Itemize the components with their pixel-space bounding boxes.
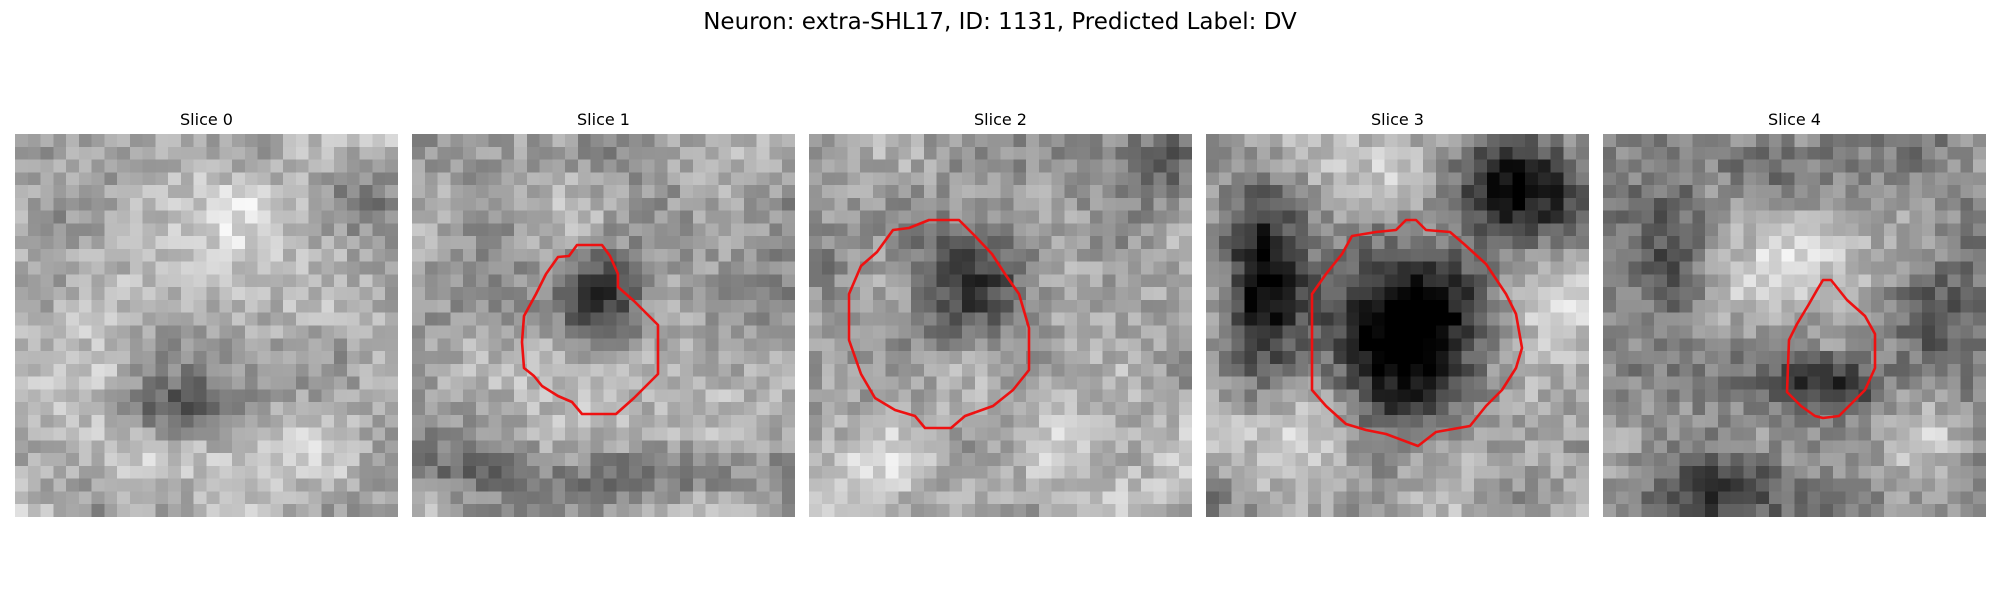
contour-overlay — [520, 243, 660, 416]
grayscale-slice — [1206, 134, 1589, 517]
slice-panel-4: Slice 4 — [1603, 110, 1986, 517]
slice-image — [1603, 134, 1986, 517]
slice-title: Slice 3 — [1371, 110, 1424, 129]
slice-image — [15, 134, 398, 517]
slice-panel-1: Slice 1 — [412, 110, 795, 517]
slice-image — [809, 134, 1192, 517]
red-contour — [1785, 278, 1877, 420]
grayscale-slice — [809, 134, 1192, 517]
slice-title: Slice 1 — [577, 110, 630, 129]
red-contour — [847, 218, 1031, 430]
slice-image — [412, 134, 795, 517]
grayscale-slice — [412, 134, 795, 517]
slice-panel-0: Slice 0 — [15, 110, 398, 517]
red-contour — [1310, 218, 1524, 448]
slice-title: Slice 2 — [974, 110, 1027, 129]
contour-overlay — [1310, 218, 1524, 448]
grayscale-slice — [15, 134, 398, 517]
grayscale-slice — [1603, 134, 1986, 517]
slice-title: Slice 0 — [180, 110, 233, 129]
red-contour — [520, 243, 660, 416]
contour-overlay — [1785, 278, 1877, 420]
slice-image — [1206, 134, 1589, 517]
slice-panel-3: Slice 3 — [1206, 110, 1589, 517]
figure-title: Neuron: extra-SHL17, ID: 1131, Predicted… — [703, 9, 1297, 35]
slice-title: Slice 4 — [1768, 110, 1821, 129]
slice-panel-2: Slice 2 — [809, 110, 1192, 517]
contour-overlay — [847, 218, 1031, 430]
